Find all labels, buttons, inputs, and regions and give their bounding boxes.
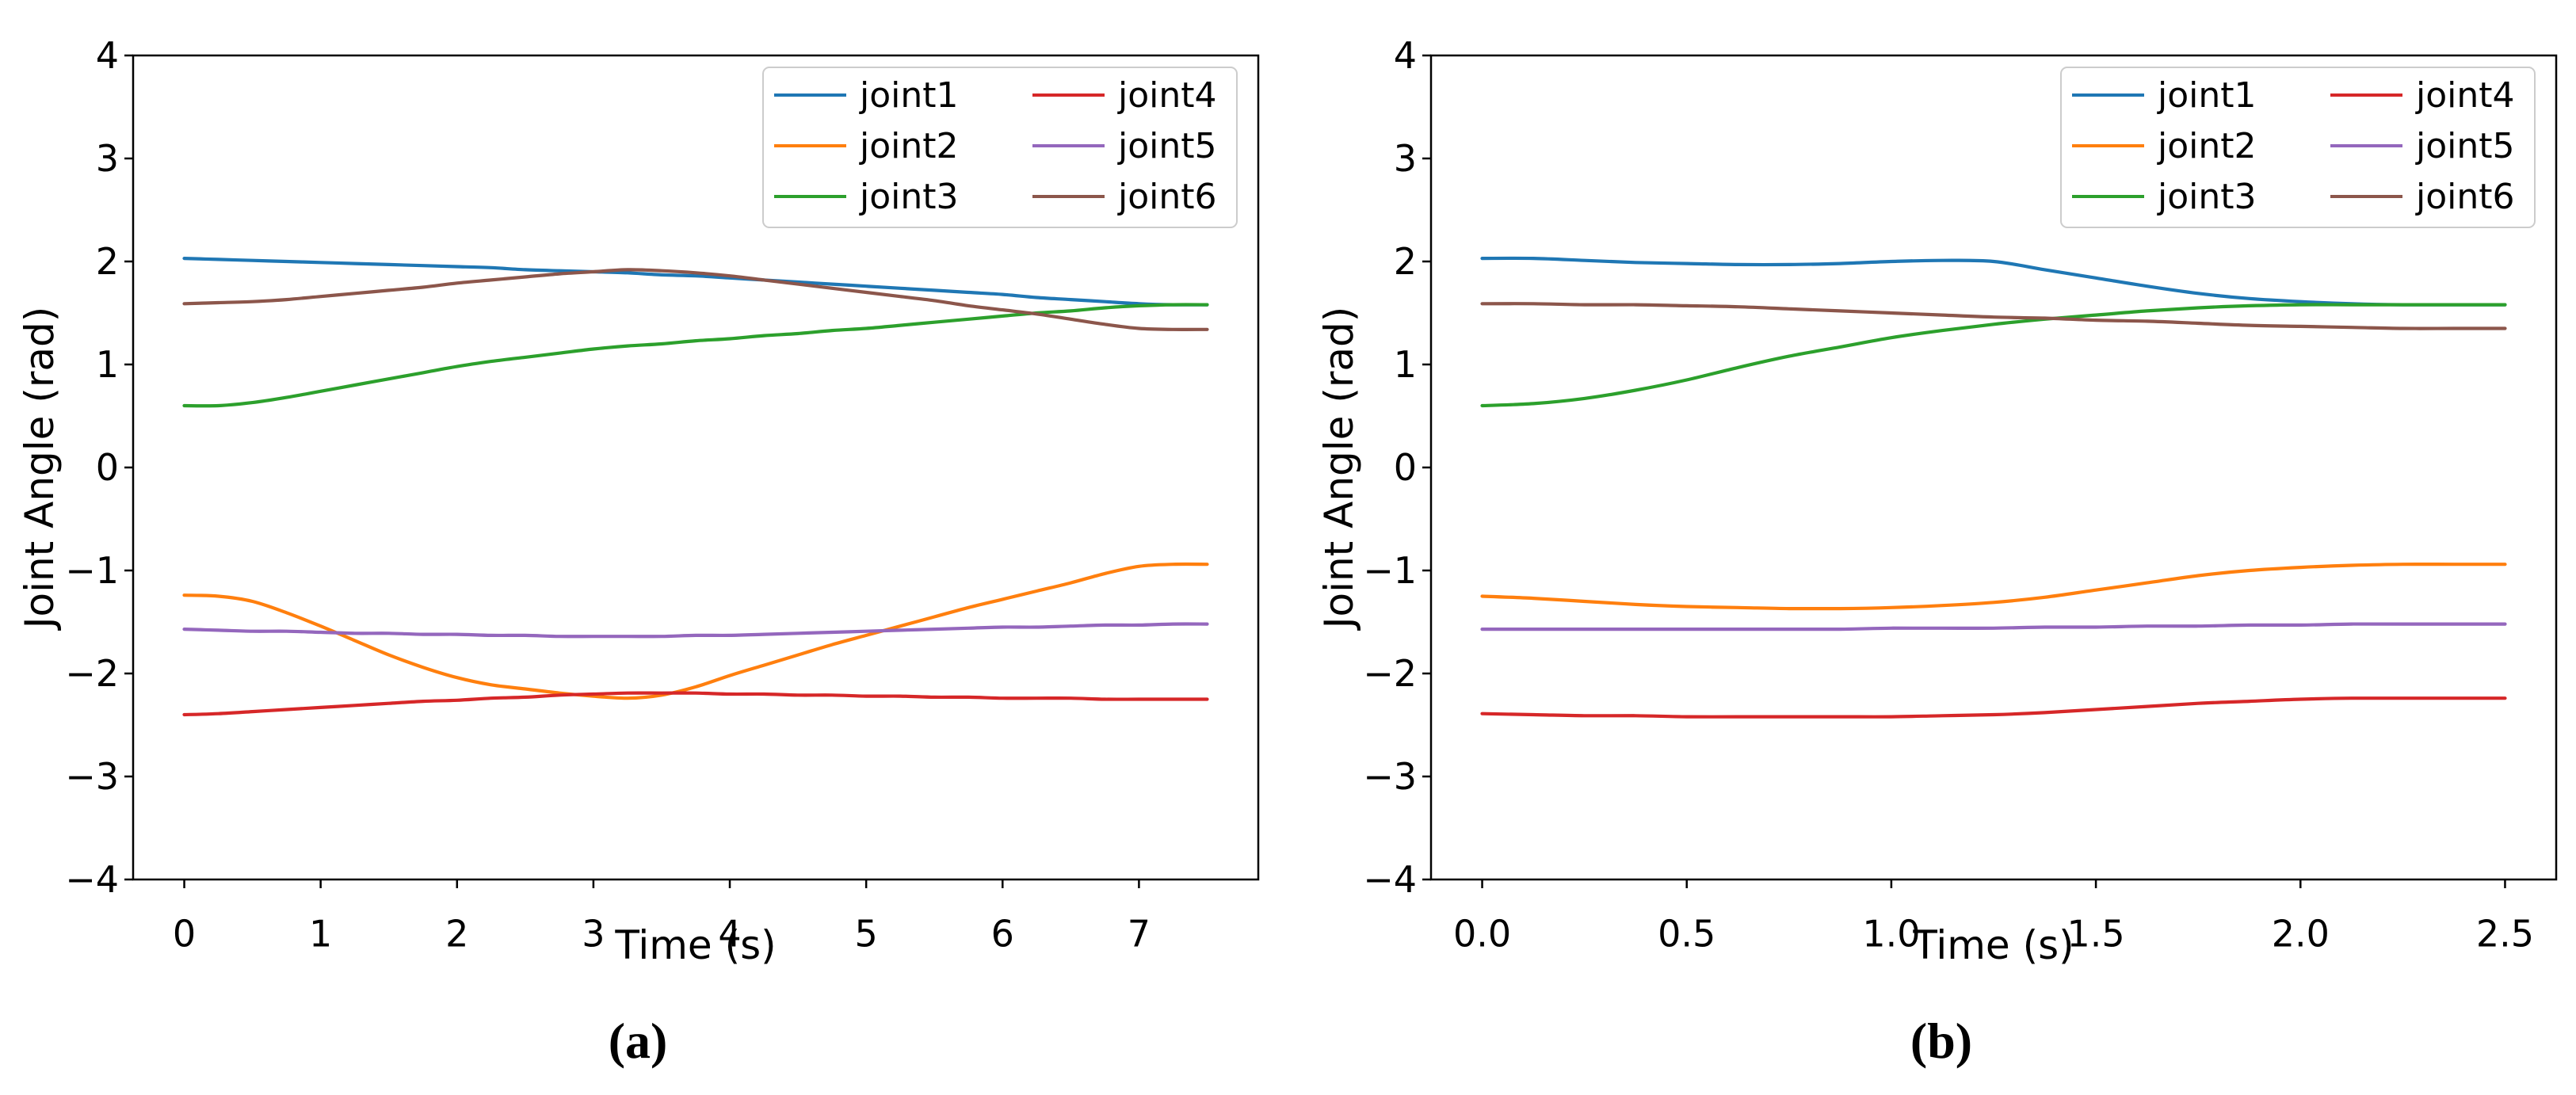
series-line-joint1 — [1480, 256, 2507, 307]
y-tick-label: −4 — [65, 858, 119, 901]
legend-label-joint2: joint2 — [859, 126, 959, 166]
y-tick-label: 3 — [96, 137, 119, 180]
y-tick-label: 1 — [96, 343, 119, 386]
legend-label-joint4: joint4 — [1117, 75, 1217, 116]
legend-entry-joint4: joint4 — [1032, 75, 1217, 116]
legend-box — [2060, 67, 2536, 228]
x-tick-label: 0.0 — [1453, 912, 1511, 955]
legend-entry-joint6: joint6 — [2330, 177, 2515, 217]
legend-entry-joint4: joint4 — [2330, 75, 2515, 116]
series-line-joint4 — [182, 691, 1209, 717]
x-tick-label: 0 — [173, 912, 196, 955]
legend-entry-joint3: joint3 — [774, 177, 959, 217]
y-tick-label: 0 — [1394, 446, 1417, 489]
legend-label-joint2: joint2 — [2157, 126, 2257, 166]
legend-entry-joint2: joint2 — [774, 126, 959, 166]
x-tick-label: 0.5 — [1658, 912, 1715, 955]
legend-label-joint5: joint5 — [1117, 126, 1217, 166]
series-line-joint3 — [182, 303, 1209, 408]
series-line-joint1 — [182, 257, 1209, 307]
legend-entry-joint3: joint3 — [2072, 177, 2257, 217]
x-tick-label: 6 — [991, 912, 1014, 955]
y-tick-label: 4 — [96, 34, 119, 77]
x-axis-label: Time (s) — [1913, 922, 2074, 968]
x-tick-label: 7 — [1128, 912, 1151, 955]
y-tick-label: 4 — [1394, 34, 1417, 77]
legend-label-joint5: joint5 — [2415, 126, 2515, 166]
legend-entry-joint2: joint2 — [2072, 126, 2257, 166]
x-tick-label: 2.0 — [2272, 912, 2330, 955]
series-line-joint6 — [182, 268, 1209, 331]
series-line-joint6 — [1480, 302, 2507, 330]
legend-entry-joint5: joint5 — [1032, 126, 1217, 166]
legend-entry-joint5: joint5 — [2330, 126, 2515, 166]
y-axis-label: Joint Angle (rad) — [17, 306, 63, 629]
series-lines — [1480, 256, 2507, 719]
legend-label-joint3: joint3 — [859, 177, 959, 217]
y-axis-label: Joint Angle (rad) — [1316, 306, 1362, 629]
x-tick-label: 1.0 — [1862, 912, 1920, 955]
y-tick-label: −2 — [1363, 652, 1417, 695]
y-tick-label: −1 — [65, 549, 119, 592]
y-tick-label: 3 — [1394, 137, 1417, 180]
plot-area-joint-angles-b: 0.0 0.5 1.0 1.5 2.0 2.5−4−3−2−101234joint1joi… — [1363, 34, 2558, 955]
series-line-joint4 — [1480, 696, 2507, 719]
legend-label-joint1: joint1 — [859, 75, 959, 116]
legend-label-joint6: joint6 — [2415, 177, 2515, 217]
legend-entry-joint6: joint6 — [1032, 177, 1217, 217]
x-tick-label: 1 — [309, 912, 332, 955]
legend-label-joint1: joint1 — [2157, 75, 2257, 116]
y-tick-label: −1 — [1363, 549, 1417, 592]
series-line-joint5 — [1480, 622, 2507, 631]
legend-entry-joint1: joint1 — [774, 75, 959, 116]
legend-entry-joint1: joint1 — [2072, 75, 2257, 116]
y-tick-label: 0 — [96, 446, 119, 489]
x-tick-label: 2.5 — [2476, 912, 2534, 955]
subfigure-caption-b: (b) — [1910, 1013, 1973, 1069]
y-axis-ticks: −4 −3 −2 −1 0 1 2 3 4 — [1363, 34, 1431, 901]
x-tick-label: 4 — [718, 912, 741, 955]
y-tick-label: 1 — [1394, 343, 1417, 386]
subfigure-caption-a: (a) — [608, 1013, 668, 1069]
series-line-joint2 — [1480, 563, 2507, 611]
y-tick-label: −3 — [1363, 755, 1417, 798]
series-lines — [182, 257, 1209, 717]
x-tick-label: 5 — [855, 912, 878, 955]
x-axis-ticks: 0 1 2 3 4 5 6 7 — [173, 879, 1151, 955]
x-tick-label: 2 — [445, 912, 468, 955]
x-axis-label: Time (s) — [615, 922, 777, 968]
legend-label-joint4: joint4 — [2415, 75, 2515, 116]
y-tick-label: −3 — [65, 755, 119, 798]
y-tick-label: 2 — [1394, 240, 1417, 283]
series-line-joint3 — [1480, 303, 2507, 408]
y-axis-ticks: −4 −3 −2 −1 0 1 2 3 4 — [65, 34, 133, 901]
legend: joint1 joint2 joint3 joint4 joint5 joint6 — [2060, 67, 2536, 228]
legend-label-joint3: joint3 — [2157, 177, 2257, 217]
y-tick-label: 2 — [96, 240, 119, 283]
x-tick-label: 3 — [582, 912, 605, 955]
x-tick-label: 1.5 — [2067, 912, 2125, 955]
axes-frame — [132, 54, 1260, 881]
legend-box — [762, 67, 1238, 228]
y-tick-label: −4 — [1363, 858, 1417, 901]
plot-area-joint-angles-a: 0 1 2 3 4 5 6 7−4−3−2−101234joint1joint2joint3j… — [65, 34, 1260, 955]
series-line-joint5 — [182, 622, 1209, 639]
legend-label-joint6: joint6 — [1117, 177, 1217, 217]
series-line-joint2 — [182, 562, 1209, 700]
axes-frame — [1429, 54, 2558, 881]
x-axis-ticks: 0.0 0.5 1.0 1.5 2.0 2.5 — [1453, 879, 2534, 955]
y-tick-label: −2 — [65, 652, 119, 695]
legend: joint1 joint2 joint3 joint4 joint5 joint6 — [762, 67, 1238, 228]
